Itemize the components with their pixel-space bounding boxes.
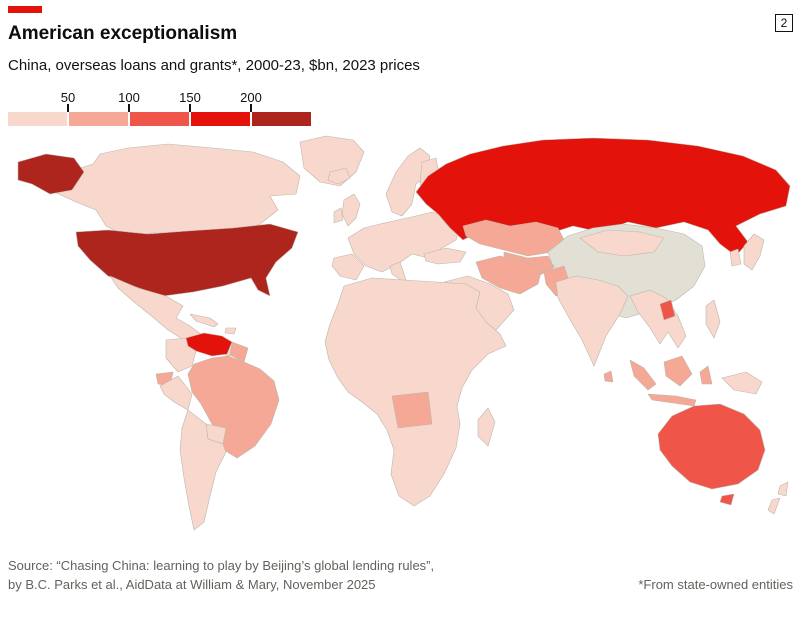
country-kazakhstan [462, 219, 565, 257]
country-angola [391, 391, 433, 429]
country-laos [659, 299, 676, 321]
region-africa [324, 277, 507, 507]
region-iberia [331, 253, 365, 281]
region-new-guinea [721, 371, 763, 395]
legend-tick-mark [250, 104, 252, 112]
source-note: Source: “Chasing China: learning to play… [8, 557, 434, 595]
country-iran [475, 255, 543, 295]
legend-color-band [8, 104, 311, 126]
country-venezuela [185, 332, 233, 357]
country-india [555, 275, 629, 367]
country-hispaniola [224, 327, 237, 335]
legend-tick-mark [128, 104, 130, 112]
country-indonesia-java [647, 393, 697, 407]
country-ireland [333, 207, 344, 224]
region-indochina [629, 289, 687, 349]
region-mainland-europe [347, 211, 461, 273]
figure-number: 2 [780, 16, 788, 30]
brand-tag [8, 6, 42, 13]
country-new-zealand-north [777, 481, 789, 497]
country-argentina-chile [179, 409, 227, 531]
world-map [8, 134, 793, 549]
legend-tick-label-150: 150 [179, 90, 201, 105]
legend-swatch-0-50 [8, 112, 67, 126]
footer: Source: “Chasing China: learning to play… [8, 557, 793, 595]
legend-tick-labels: 50 100 150 200 [8, 90, 311, 105]
legend-tick-mark [67, 104, 69, 112]
country-madagascar [477, 407, 496, 447]
country-indonesia-sulawesi [699, 365, 713, 385]
legend: 50 100 150 200 [8, 90, 311, 126]
country-japan [743, 233, 765, 271]
country-cuba [189, 313, 219, 328]
country-sri-lanka [603, 370, 614, 383]
chart-title: American exceptionalism [8, 23, 238, 44]
country-canada [47, 143, 301, 239]
country-usa-alaska [17, 153, 85, 195]
country-indonesia-sumatra [629, 359, 657, 391]
legend-swatch-50-100 [69, 112, 128, 126]
source-line-2: by B.C. Parks et al., AidData at William… [8, 576, 376, 592]
country-philippines [705, 299, 721, 339]
footnote: *From state-owned entities [638, 576, 793, 592]
legend-tick-label-100: 100 [118, 90, 140, 105]
country-australia-tasmania [719, 493, 735, 506]
country-usa [75, 223, 299, 297]
chart-container: 2 American exceptionalism China, oversea… [0, 6, 801, 595]
legend-tick-label-50: 50 [60, 90, 76, 105]
country-mongolia [579, 229, 665, 257]
country-iceland [327, 167, 351, 185]
country-brazil [187, 355, 280, 459]
legend-swatch-100-150 [130, 112, 189, 126]
figure-number-box: 2 [775, 14, 793, 32]
legend-swatch-200plus [252, 112, 311, 126]
country-australia [657, 403, 766, 490]
country-turkey [423, 247, 467, 265]
legend-tick-mark [189, 104, 191, 112]
source-line-1: Source: “Chasing China: learning to play… [8, 558, 435, 573]
country-united-kingdom [341, 193, 361, 227]
choropleth-svg [17, 135, 791, 531]
country-new-zealand-south [767, 497, 781, 515]
legend-swatch-150-200 [191, 112, 250, 126]
legend-tick-label-200: 200 [240, 90, 262, 105]
chart-subtitle: China, overseas loans and grants*, 2000-… [8, 57, 420, 74]
country-indonesia-borneo [663, 355, 693, 387]
country-korea [729, 248, 742, 267]
